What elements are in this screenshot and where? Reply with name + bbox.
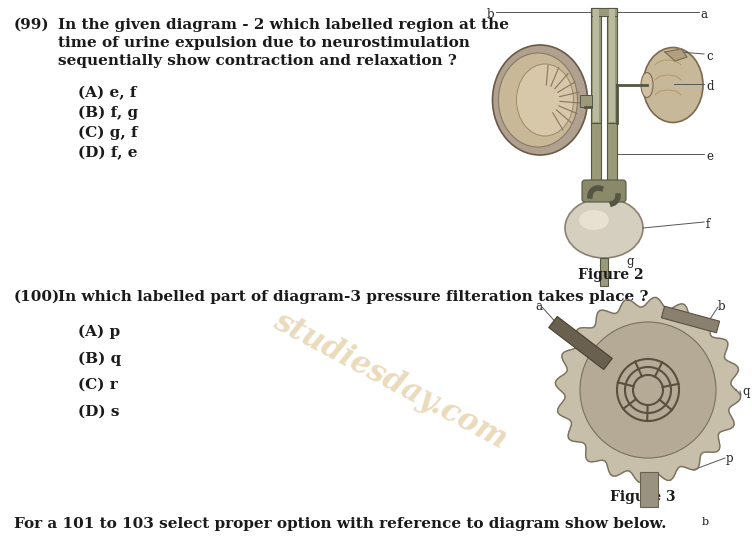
Bar (640, 472, 658, 507)
Text: (A) e, f: (A) e, f (78, 86, 137, 100)
Text: sequentially show contraction and relaxation ?: sequentially show contraction and relaxa… (58, 54, 456, 68)
FancyBboxPatch shape (582, 180, 626, 202)
Ellipse shape (493, 45, 587, 155)
Text: Figure 3: Figure 3 (610, 490, 675, 504)
Text: a: a (700, 8, 707, 21)
FancyArrow shape (549, 316, 612, 369)
Text: (B) q: (B) q (78, 352, 121, 367)
Text: time of urine expulsion due to neurostimulation: time of urine expulsion due to neurostim… (58, 36, 470, 50)
Polygon shape (665, 49, 687, 61)
Bar (591, 8, 617, 16)
Ellipse shape (580, 322, 716, 458)
Bar (600, 258, 608, 286)
Text: (A) p: (A) p (78, 325, 120, 340)
Ellipse shape (517, 64, 574, 136)
Text: (D) f, e: (D) f, e (78, 146, 138, 160)
Text: c: c (706, 50, 713, 63)
Ellipse shape (499, 53, 578, 147)
Text: b: b (718, 300, 726, 313)
Bar (607, 123, 617, 188)
Ellipse shape (565, 198, 643, 258)
Text: e: e (706, 150, 713, 163)
Text: (D) s: (D) s (78, 405, 120, 419)
Text: Figure 2: Figure 2 (578, 268, 644, 282)
Bar (609, 9, 615, 122)
Text: d: d (706, 80, 714, 93)
Text: For a 101 to 103 select proper option with reference to diagram show below.: For a 101 to 103 select proper option wi… (14, 517, 666, 531)
Text: b: b (487, 8, 495, 21)
Bar (591, 123, 601, 188)
Text: f: f (706, 218, 710, 231)
Text: q: q (742, 385, 750, 398)
Bar (591, 8, 601, 123)
Text: p: p (726, 452, 734, 465)
Text: (C) r: (C) r (78, 378, 118, 392)
Ellipse shape (643, 48, 703, 123)
Text: In the given diagram - 2 which labelled region at the: In the given diagram - 2 which labelled … (58, 18, 509, 32)
Text: (B) f, g: (B) f, g (78, 106, 138, 120)
Ellipse shape (579, 210, 609, 230)
Text: (C) g, f: (C) g, f (78, 126, 138, 140)
Bar (607, 8, 617, 123)
Text: studiesday.com: studiesday.com (268, 305, 512, 455)
FancyArrow shape (662, 306, 720, 333)
Bar (593, 9, 599, 122)
Text: a: a (535, 300, 542, 313)
Text: In which labelled part of diagram-3 pressure filteration takes place ?: In which labelled part of diagram-3 pres… (58, 290, 648, 304)
Text: (100): (100) (14, 290, 60, 304)
Text: b: b (702, 517, 709, 527)
Ellipse shape (641, 72, 653, 98)
Text: (99): (99) (14, 18, 50, 32)
Bar (580, 95, 592, 107)
Text: g: g (626, 255, 633, 268)
Polygon shape (555, 298, 741, 483)
